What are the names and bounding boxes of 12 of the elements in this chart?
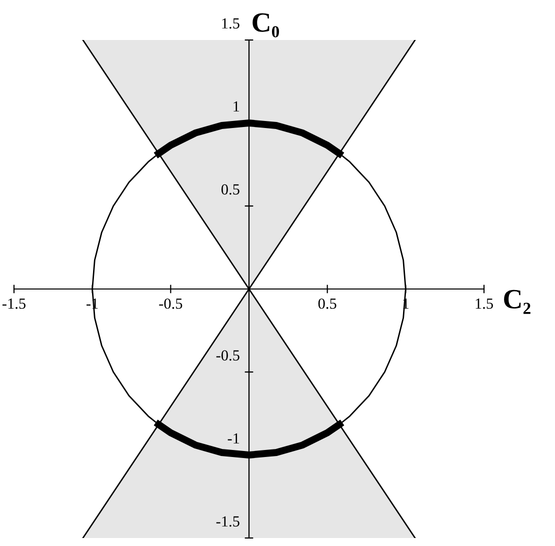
- x-tick-label: -1.5: [2, 298, 26, 309]
- y-tick-label: -1: [228, 433, 240, 444]
- x-tick-label: 1.5: [476, 298, 493, 309]
- y-tick-label: 1.5: [222, 18, 240, 29]
- y-tick-label: 1: [234, 101, 240, 112]
- y-tick-label: -0.5: [216, 350, 240, 361]
- y-tick-label: -1.5: [216, 516, 240, 527]
- x-axis-title: C₂: [504, 290, 530, 314]
- x-tick-label: 0.5: [318, 298, 336, 309]
- x-tick-label: -0.5: [159, 298, 182, 309]
- y-tick-label: 0.5: [221, 184, 240, 195]
- y-axis-title: C₀: [252, 13, 280, 38]
